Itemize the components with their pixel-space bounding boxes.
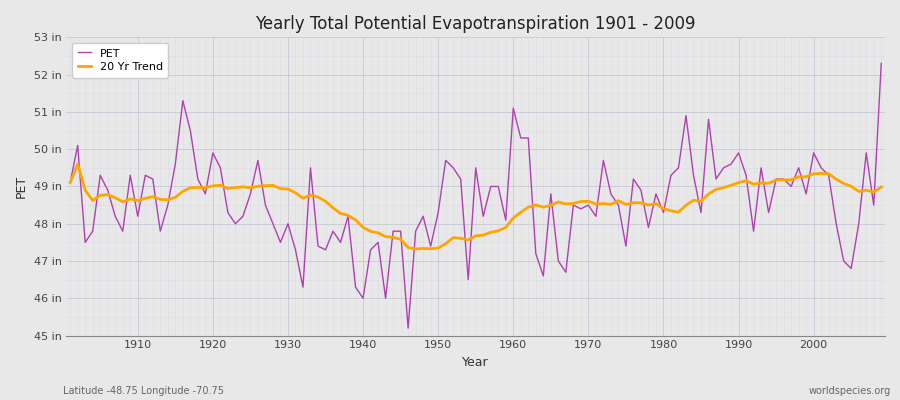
- PET: [516, 136, 526, 140]
- 20 Yr Trend: [343, 213, 354, 218]
- 20 Yr Trend: [876, 185, 886, 190]
- 20 Yr Trend: [410, 246, 421, 251]
- Y-axis label: PET: PET: [15, 175, 28, 198]
- PET: [606, 192, 616, 196]
- Line: PET: PET: [70, 64, 881, 328]
- 20 Yr Trend: [65, 180, 76, 185]
- Text: Latitude -48.75 Longitude -70.75: Latitude -48.75 Longitude -70.75: [63, 386, 224, 396]
- X-axis label: Year: Year: [463, 356, 489, 369]
- PET: [876, 61, 886, 66]
- 20 Yr Trend: [516, 210, 526, 215]
- 20 Yr Trend: [613, 198, 624, 203]
- PET: [65, 180, 76, 185]
- 20 Yr Trend: [298, 196, 309, 201]
- 20 Yr Trend: [523, 205, 534, 210]
- PET: [290, 248, 301, 252]
- Legend: PET, 20 Yr Trend: PET, 20 Yr Trend: [72, 43, 168, 78]
- Title: Yearly Total Potential Evapotranspiration 1901 - 2009: Yearly Total Potential Evapotranspiratio…: [256, 15, 696, 33]
- Text: worldspecies.org: worldspecies.org: [809, 386, 891, 396]
- PET: [335, 240, 346, 245]
- PET: [125, 173, 136, 178]
- 20 Yr Trend: [72, 162, 83, 166]
- PET: [508, 106, 518, 110]
- Line: 20 Yr Trend: 20 Yr Trend: [70, 164, 881, 249]
- PET: [402, 326, 413, 330]
- 20 Yr Trend: [132, 198, 143, 203]
